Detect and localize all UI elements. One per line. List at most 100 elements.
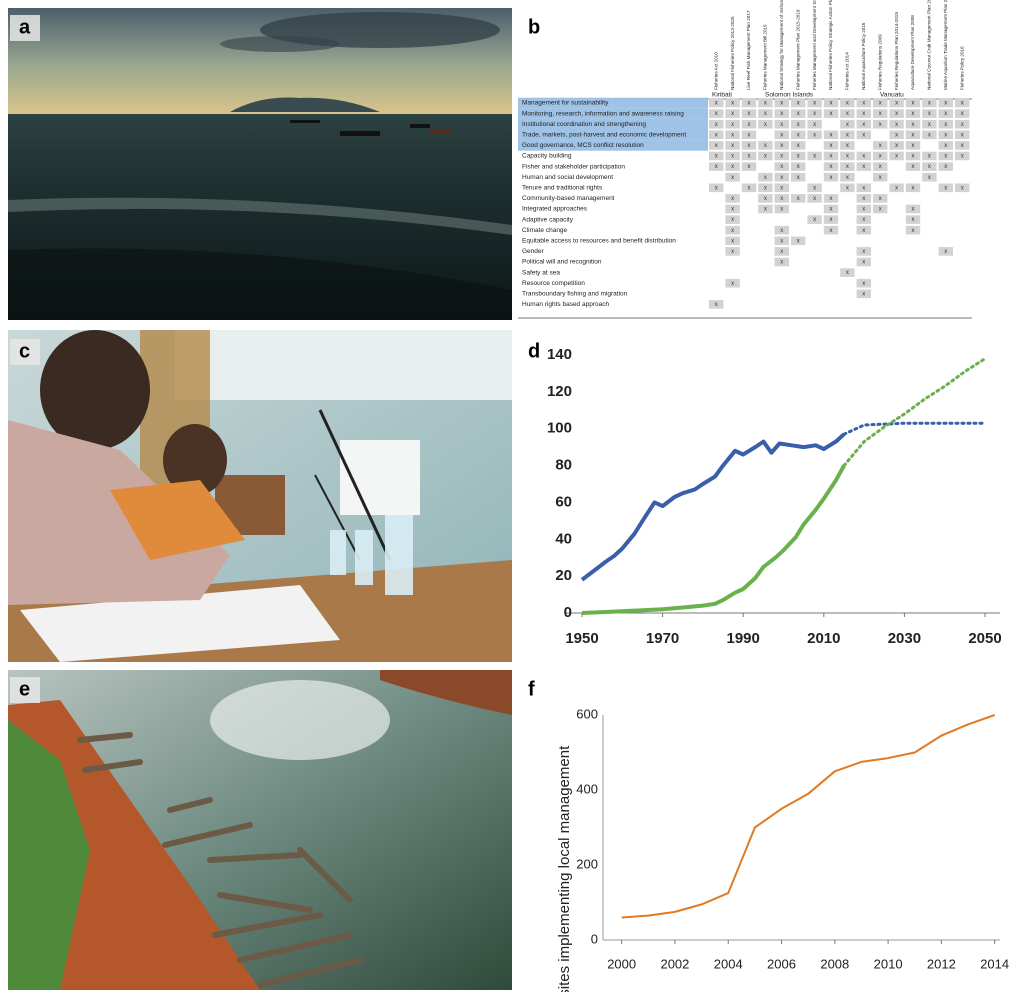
cell-mark: x bbox=[731, 217, 734, 223]
figure: abcdefManagement for sustainabilityxxxxx… bbox=[0, 0, 1024, 992]
row-label: Capacity building bbox=[522, 153, 572, 160]
line-series bbox=[844, 359, 985, 466]
cell-mark: x bbox=[731, 132, 734, 138]
x-tick-label: 2012 bbox=[927, 956, 956, 971]
cell-mark: x bbox=[764, 185, 767, 191]
x-tick-label: 2010 bbox=[874, 956, 903, 971]
x-tick-label: 1970 bbox=[646, 630, 679, 647]
cell-mark: x bbox=[879, 122, 882, 128]
cell-mark: x bbox=[780, 196, 783, 202]
y-tick-label: 400 bbox=[576, 781, 598, 796]
y-tick-label: 80 bbox=[555, 457, 572, 474]
cell-mark: x bbox=[780, 111, 783, 117]
cell-mark: x bbox=[731, 175, 734, 181]
cell-mark: x bbox=[879, 154, 882, 160]
cell-mark: x bbox=[846, 185, 849, 191]
y-tick-label: 120 bbox=[547, 383, 572, 400]
cell-mark: x bbox=[895, 185, 898, 191]
panel-label: f bbox=[528, 678, 535, 700]
cell-mark: x bbox=[813, 122, 816, 128]
cell-mark: x bbox=[944, 111, 947, 117]
cell-mark: x bbox=[731, 196, 734, 202]
cell-mark: x bbox=[944, 101, 947, 107]
cell-mark: x bbox=[748, 143, 751, 149]
cell-mark: x bbox=[862, 164, 865, 170]
cell-mark: x bbox=[715, 101, 718, 107]
y-tick-label: 0 bbox=[591, 931, 598, 946]
cell-mark: x bbox=[780, 238, 783, 244]
cell-mark: x bbox=[731, 238, 734, 244]
cell-mark: x bbox=[731, 143, 734, 149]
column-header: National Strategy for Management of Insh… bbox=[779, 0, 784, 90]
cell-mark: x bbox=[715, 154, 718, 160]
cell-mark: x bbox=[830, 132, 833, 138]
cell-mark: x bbox=[748, 122, 751, 128]
cell-mark: x bbox=[813, 101, 816, 107]
cell-mark: x bbox=[830, 111, 833, 117]
cell-mark: x bbox=[944, 185, 947, 191]
cell-mark: x bbox=[879, 143, 882, 149]
row-label: Transboundary fishing and migration bbox=[522, 291, 628, 298]
cell-mark: x bbox=[862, 101, 865, 107]
cell-mark: x bbox=[944, 164, 947, 170]
group-label: Solomon Islands bbox=[765, 92, 814, 99]
cell-mark: x bbox=[731, 207, 734, 213]
row-label: Management for sustainability bbox=[522, 100, 609, 107]
cell-mark: x bbox=[715, 185, 718, 191]
cell-mark: x bbox=[748, 164, 751, 170]
cell-mark: x bbox=[912, 207, 915, 213]
column-header: Aquaculture Development Plan 2008 bbox=[910, 15, 915, 90]
cell-mark: x bbox=[912, 185, 915, 191]
cell-mark: x bbox=[731, 164, 734, 170]
line-series bbox=[622, 715, 995, 918]
cell-mark: x bbox=[797, 132, 800, 138]
cell-mark: x bbox=[961, 101, 964, 107]
column-header: Fisheries Act 2014 bbox=[845, 52, 850, 90]
column-header: Live Reef Fish Management Plan 2017 bbox=[746, 10, 751, 90]
cell-mark: x bbox=[944, 122, 947, 128]
cell-mark: x bbox=[961, 154, 964, 160]
column-header: Fisheries Policy 2016 bbox=[959, 46, 964, 90]
y-tick-label: 100 bbox=[547, 420, 572, 437]
row-label: Resource competition bbox=[522, 280, 585, 287]
y-axis-label: # sites implementing local management bbox=[556, 745, 573, 992]
cell-mark: x bbox=[797, 196, 800, 202]
row-label: Institutional coordination and strengthe… bbox=[522, 121, 646, 128]
cell-mark: x bbox=[961, 122, 964, 128]
cell-mark: x bbox=[830, 143, 833, 149]
cell-mark: x bbox=[764, 101, 767, 107]
cell-mark: x bbox=[797, 238, 800, 244]
cell-mark: x bbox=[912, 101, 915, 107]
row-label: Equitable access to resources and benefi… bbox=[522, 238, 676, 245]
cell-mark: x bbox=[879, 196, 882, 202]
cell-mark: x bbox=[862, 207, 865, 213]
cell-mark: x bbox=[830, 175, 833, 181]
cell-mark: x bbox=[813, 217, 816, 223]
x-tick-label: 2014 bbox=[980, 956, 1009, 971]
column-header: National Aquaculture Policy 2016 bbox=[861, 22, 866, 90]
cell-mark: x bbox=[830, 217, 833, 223]
cell-mark: x bbox=[780, 164, 783, 170]
cell-mark: x bbox=[912, 154, 915, 160]
cell-mark: x bbox=[780, 260, 783, 266]
cell-mark: x bbox=[879, 207, 882, 213]
cell-mark: x bbox=[830, 207, 833, 213]
column-header: Fisheries Management Bill 2015 bbox=[763, 24, 768, 90]
cell-mark: x bbox=[928, 101, 931, 107]
cell-mark: x bbox=[846, 111, 849, 117]
cell-mark: x bbox=[912, 111, 915, 117]
cell-mark: x bbox=[764, 207, 767, 213]
y-tick-label: 40 bbox=[555, 530, 572, 547]
cell-mark: x bbox=[912, 143, 915, 149]
cell-mark: x bbox=[928, 164, 931, 170]
cell-mark: x bbox=[830, 228, 833, 234]
y-tick-label: 20 bbox=[555, 567, 572, 584]
cell-mark: x bbox=[813, 185, 816, 191]
cell-mark: x bbox=[912, 217, 915, 223]
cell-mark: x bbox=[797, 164, 800, 170]
cell-mark: x bbox=[797, 111, 800, 117]
row-label: Monitoring, research, information and aw… bbox=[522, 110, 684, 117]
cell-mark: x bbox=[862, 228, 865, 234]
x-tick-label: 2010 bbox=[807, 630, 840, 647]
cell-mark: x bbox=[895, 111, 898, 117]
